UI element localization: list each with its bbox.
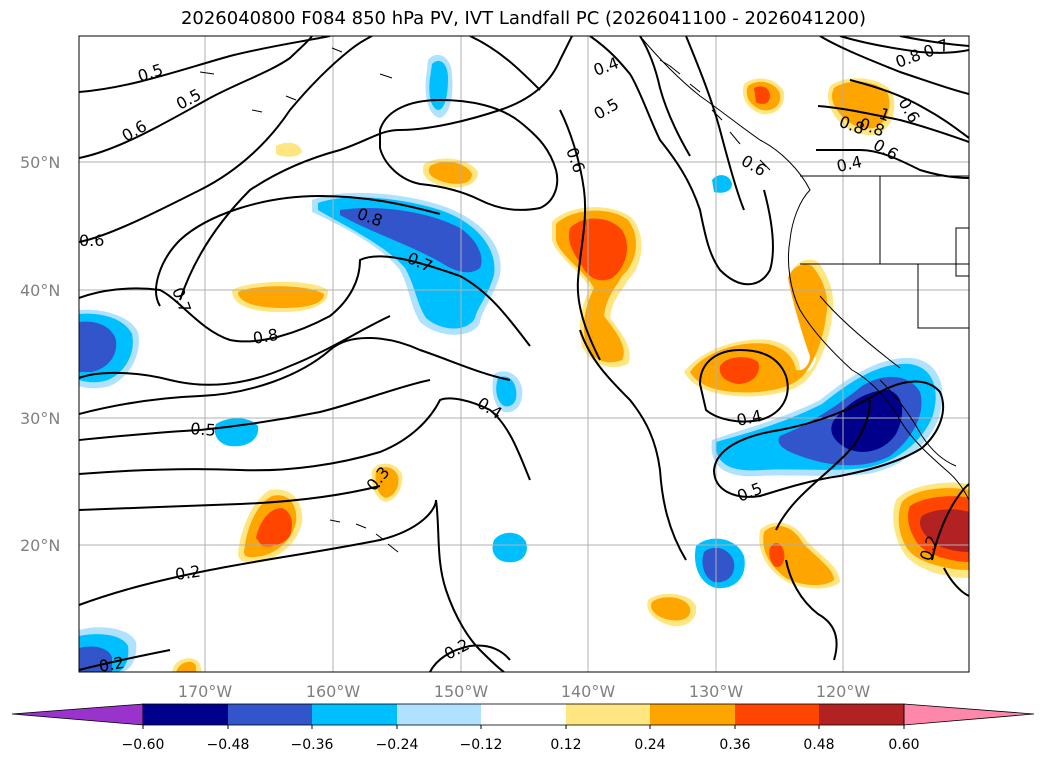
graticule <box>79 36 969 672</box>
colorbar-segment <box>481 704 566 725</box>
colorbar-frame <box>142 703 905 726</box>
negative-pv-region <box>702 547 735 583</box>
colorbar-segment <box>228 704 312 725</box>
colorbar-tick-label: 0.36 <box>719 737 750 753</box>
negative-pv-region <box>340 208 482 273</box>
contour-label: 0.6 <box>738 151 770 180</box>
colorbar-segment <box>735 704 819 725</box>
colorbar-tick-label: 0.12 <box>550 737 581 753</box>
contour-label: 0.7 <box>168 285 195 315</box>
colorbar-segment <box>566 704 650 725</box>
contour-label: 0.5 <box>173 85 204 114</box>
contour-label: 0.4 <box>591 53 621 80</box>
contour-label: 0.8 <box>251 325 279 348</box>
positive-pv-region <box>375 467 399 498</box>
positive-pv-region <box>763 526 834 586</box>
negative-pv-region <box>496 376 517 407</box>
lon-label: 140°W <box>561 682 616 701</box>
positive-pv-region <box>276 142 302 157</box>
colorbar-tick-label: −0.12 <box>460 737 503 753</box>
positive-pv-region <box>920 509 969 552</box>
contour-label: 0.6 <box>79 231 104 250</box>
positive-pv-region <box>690 264 828 393</box>
positive-pv-region <box>719 357 759 384</box>
colorbar-segment <box>819 704 904 725</box>
negative-pv-region <box>492 532 527 563</box>
colorbar-tick-label: −0.48 <box>207 737 250 753</box>
contour-label: 0.6 <box>895 95 924 127</box>
lat-label: 20°N <box>20 536 60 555</box>
colorbar-tick-label: 0.24 <box>634 737 665 753</box>
colorbar-segment <box>650 704 735 725</box>
plot-title: 2026040800 F084 850 hPa PV, IVT Landfall… <box>180 8 867 29</box>
lon-label: 150°W <box>434 682 489 701</box>
negative-pv-region <box>79 646 112 672</box>
positive-pv-region <box>651 597 691 621</box>
positive-pv-region <box>769 543 785 568</box>
positive-pv-region <box>754 86 770 104</box>
contour-label: 0.4 <box>835 152 864 176</box>
pv-fill-regions <box>79 54 969 672</box>
colorbar-segment <box>397 704 481 725</box>
contour-label: 0.2 <box>441 635 472 664</box>
positive-pv-region <box>832 81 890 129</box>
positive-pv-region <box>238 286 324 308</box>
colorbar-tick-label: −0.24 <box>376 737 419 753</box>
colorbar-min-extend <box>11 703 144 726</box>
contour-label: 0.5 <box>734 479 765 506</box>
lat-label: 50°N <box>20 153 60 172</box>
latitude-labels: 50°N 40°N 30°N 20°N <box>20 153 60 555</box>
pv-contours <box>79 36 969 672</box>
lon-label: 170°W <box>178 682 233 701</box>
negative-pv-region <box>79 321 117 372</box>
colorbar: −0.60 −0.48 −0.36 −0.24 −0.12 0.12 0.24 … <box>11 703 1035 753</box>
coastlines <box>199 36 969 553</box>
negative-pv-region <box>712 175 732 193</box>
contour-label: 0.5 <box>591 94 623 123</box>
contour-label: 0.5 <box>190 419 217 440</box>
negative-pv-region <box>214 418 259 447</box>
lon-label: 160°W <box>306 682 361 701</box>
contour-label: 0.6 <box>119 116 151 145</box>
negative-pv-region <box>429 60 448 110</box>
positive-pv-region <box>176 661 196 672</box>
colorbar-tick-label: −0.36 <box>291 737 334 753</box>
colorbar-tick-label: −0.60 <box>122 737 165 753</box>
colorbar-tick-label: 0.48 <box>803 737 834 753</box>
contour-label: 0.5 <box>135 60 165 86</box>
lon-label: 130°W <box>689 682 744 701</box>
map-frame <box>78 35 970 673</box>
positive-pv-region <box>256 508 292 547</box>
longitude-labels: 170°W 160°W 150°W 140°W 130°W 120°W <box>178 682 871 701</box>
colorbar-segment <box>312 704 397 725</box>
lat-label: 40°N <box>20 281 60 300</box>
colorbar-tick-label: 0.60 <box>888 737 919 753</box>
colorbar-ticks <box>142 725 905 729</box>
lat-label: 30°N <box>20 409 60 428</box>
contour-label: 0.2 <box>97 653 125 676</box>
contour-label: 0.6 <box>562 145 589 175</box>
contour-label: 0.4 <box>735 406 764 430</box>
lon-label: 120°W <box>816 682 871 701</box>
colorbar-max-extend <box>903 703 1035 726</box>
colorbar-segment <box>143 704 228 725</box>
map-area: 0.5 0.5 0.6 0.6 0.7 0.8 0.8 0.7 0.5 0.4 … <box>79 35 969 676</box>
contour-label: 0.2 <box>174 562 202 584</box>
contour-label: 0.7 <box>921 35 951 62</box>
